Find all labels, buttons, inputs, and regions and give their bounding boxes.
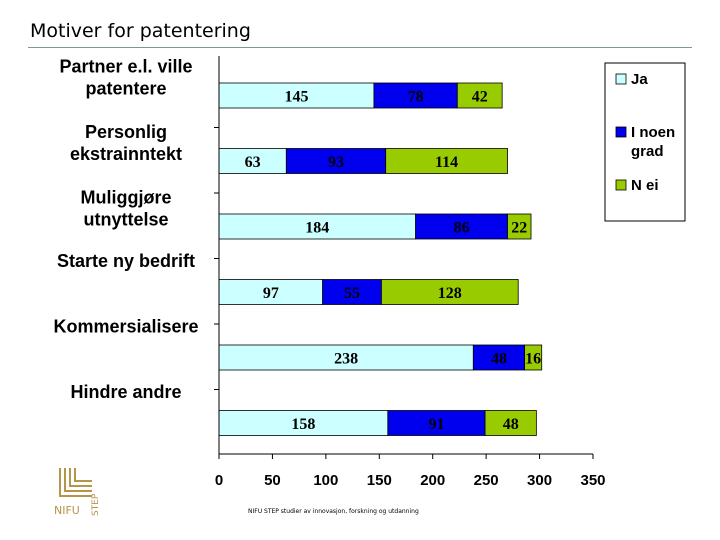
nifu-step-logo: NIFU STEP (54, 468, 101, 517)
logo-text-step: STEP (91, 493, 101, 516)
bar-value-label: 114 (435, 154, 458, 171)
x-tick-label: 50 (264, 472, 281, 489)
category-label: Partner e.l. ville (59, 57, 192, 77)
bar-segment (484, 410, 537, 436)
x-tick-label: 0 (215, 472, 223, 489)
legend-label: Ja (631, 71, 648, 88)
title-divider (28, 47, 692, 48)
x-axis: 0 50 100 150 200 250 300 350 (214, 56, 606, 489)
x-tick-label: 350 (580, 472, 605, 489)
legend-swatch (615, 126, 627, 138)
bar-segment (472, 344, 526, 371)
bar-segment (218, 213, 417, 240)
category-label: Muliggjøre (81, 188, 172, 208)
bar-segment (385, 148, 508, 174)
bar-value-label: 78 (408, 89, 424, 106)
legend-box (604, 62, 686, 222)
bar-segment (524, 344, 543, 371)
footer-text: NIFU STEP studier av innovasjon, forskni… (248, 508, 419, 515)
bar-value-label: 86 (454, 220, 470, 237)
category-label: utnyttelse (83, 210, 168, 230)
bar-value-label: 97 (263, 285, 279, 302)
bar-value-label: 48 (503, 416, 519, 433)
legend-label: grad (631, 143, 664, 160)
bar-value-label: 184 (305, 220, 329, 237)
x-tick-label: 250 (474, 472, 499, 489)
legend: Ja I noen grad N ei (604, 62, 686, 222)
category-label: Kommersialisere (53, 317, 198, 337)
bar-value-label: 55 (344, 285, 360, 302)
bar-value-label: 48 (491, 351, 507, 368)
bar-segment (218, 279, 324, 305)
logo-text-nifu: NIFU (54, 504, 80, 517)
x-tick-label: 300 (527, 472, 552, 489)
legend-swatch (615, 73, 627, 85)
bar-segment (387, 410, 486, 436)
bars-layer: 145 78 42 63 93 114 184 86 22 97 55 128 238 48 16 158 91… (218, 82, 543, 436)
bar-value-label: 63 (245, 154, 261, 171)
bar-segment (415, 213, 508, 240)
legend-label: N ei (631, 177, 659, 194)
bar-value-label: 22 (511, 220, 527, 237)
x-tick-label: 150 (367, 472, 392, 489)
bar-value-label: 128 (438, 285, 462, 302)
x-tick-label: 200 (420, 472, 445, 489)
bar-segment (456, 82, 503, 109)
category-label: Personlig (85, 122, 167, 142)
bar-segment (373, 82, 458, 109)
bar-segment (218, 410, 389, 436)
bar-value-label: 91 (428, 416, 444, 433)
legend-label: I noen (631, 124, 675, 141)
legend-swatch (615, 179, 627, 191)
bar-segment (381, 279, 519, 305)
category-label: Hindre andre (70, 382, 181, 402)
bar-value-label: 93 (328, 154, 344, 171)
bar-value-label: 238 (334, 351, 358, 368)
x-tick-label: 100 (313, 472, 338, 489)
category-label: ekstrainntekt (70, 144, 182, 164)
category-label: Starte ny bedrift (57, 251, 195, 271)
bar-value-label: 16 (525, 351, 541, 368)
bar-value-label: 145 (284, 89, 308, 106)
bar-segment (507, 213, 532, 240)
bar-value-label: 42 (472, 89, 488, 106)
slide-title: Motiver for patentering (30, 20, 251, 42)
bar-value-label: 158 (291, 416, 315, 433)
category-label: patentere (85, 79, 166, 99)
